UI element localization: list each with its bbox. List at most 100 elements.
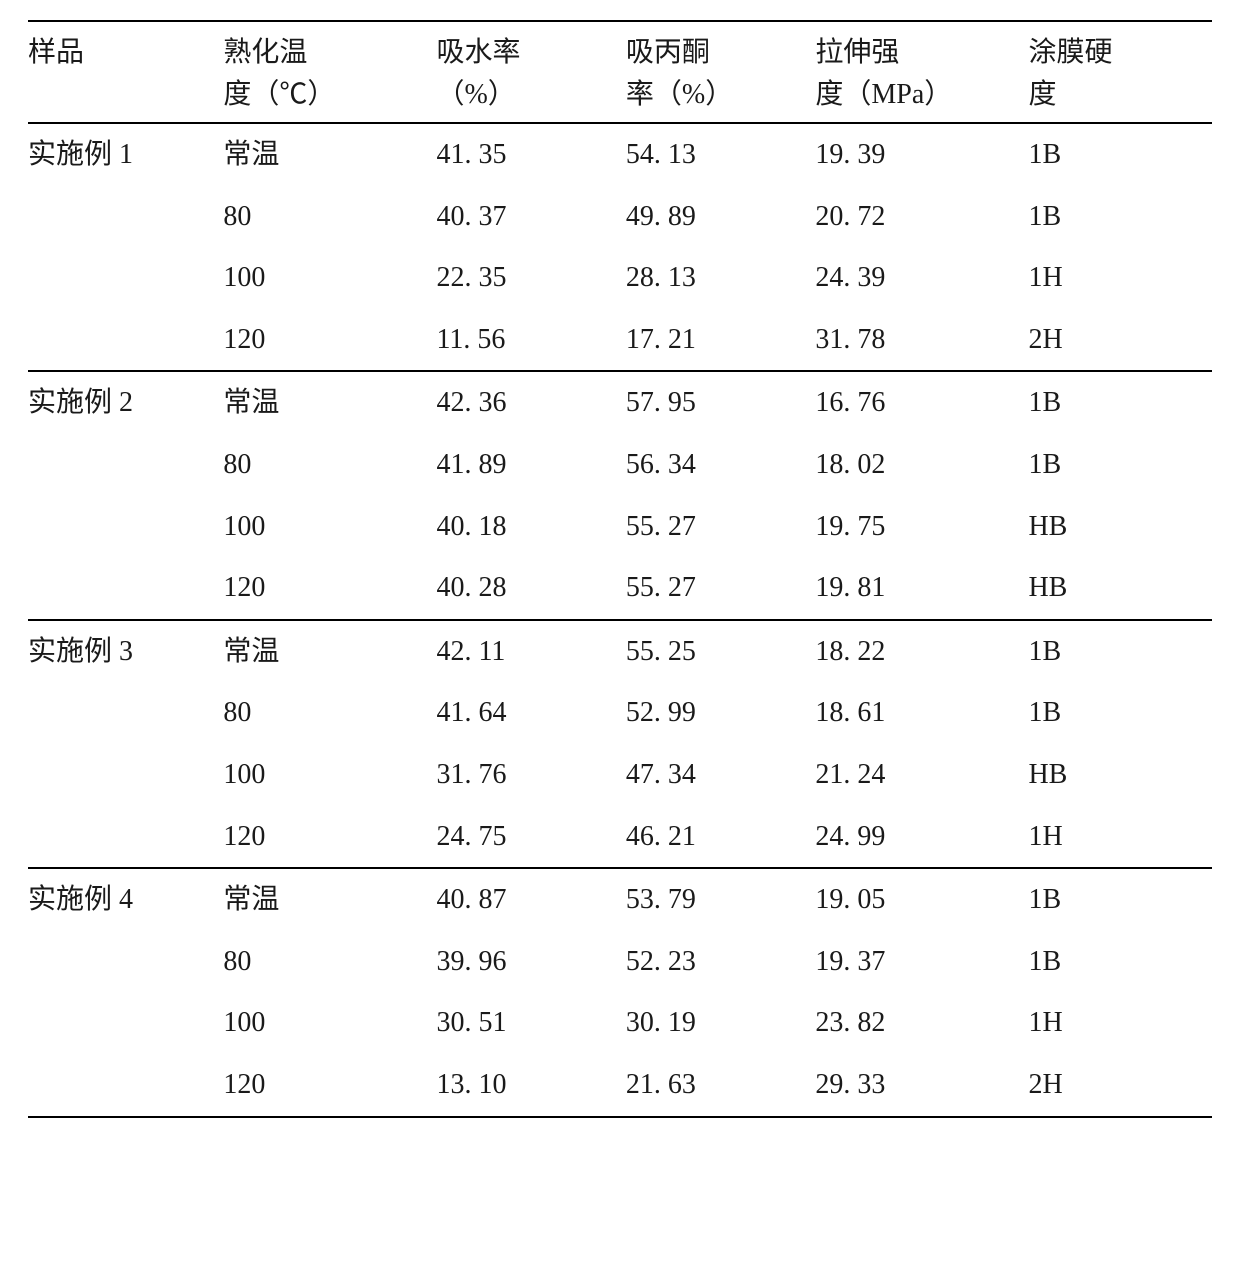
cell-temp: 120 (223, 309, 436, 372)
cell-hardness: 1B (1028, 931, 1212, 993)
cell-acetone: 17. 21 (626, 309, 815, 372)
cell-tensile: 23. 82 (815, 992, 1028, 1054)
cell-temp: 常温 (223, 123, 436, 186)
cell-water: 40. 87 (436, 868, 625, 931)
cell-tensile: 19. 81 (815, 557, 1028, 620)
cell-sample (28, 434, 223, 496)
table-row: 实施例 4常温40. 8753. 7919. 051B (28, 868, 1212, 931)
cell-acetone: 47. 34 (626, 744, 815, 806)
cell-water: 41. 89 (436, 434, 625, 496)
cell-temp: 100 (223, 496, 436, 558)
cell-tensile: 19. 75 (815, 496, 1028, 558)
cell-acetone: 21. 63 (626, 1054, 815, 1117)
cell-water: 41. 35 (436, 123, 625, 186)
cell-tensile: 29. 33 (815, 1054, 1028, 1117)
cell-water: 40. 37 (436, 186, 625, 248)
cell-sample: 实施例 1 (28, 123, 223, 186)
cell-water: 31. 76 (436, 744, 625, 806)
cell-acetone: 52. 99 (626, 682, 815, 744)
header-line: 度（MPa） (815, 79, 952, 110)
cell-temp: 80 (223, 434, 436, 496)
cell-sample (28, 931, 223, 993)
header-line: 度（℃） (223, 79, 335, 110)
cell-hardness: 1B (1028, 620, 1212, 683)
header-line: 样品 (28, 37, 84, 68)
table-row: 8040. 3749. 8920. 721B (28, 186, 1212, 248)
table-row: 实施例 3常温42. 1155. 2518. 221B (28, 620, 1212, 683)
cell-acetone: 55. 27 (626, 557, 815, 620)
cell-temp: 常温 (223, 868, 436, 931)
cell-sample (28, 682, 223, 744)
table-row: 8039. 9652. 2319. 371B (28, 931, 1212, 993)
cell-acetone: 54. 13 (626, 123, 815, 186)
table-row: 12040. 2855. 2719. 81HB (28, 557, 1212, 620)
cell-acetone: 55. 27 (626, 496, 815, 558)
table-row: 10022. 3528. 1324. 391H (28, 247, 1212, 309)
cell-sample (28, 806, 223, 869)
header-line: 熟化温 (223, 37, 307, 68)
header-line: 拉伸强 (815, 37, 899, 68)
cell-acetone: 56. 34 (626, 434, 815, 496)
cell-hardness: 1B (1028, 123, 1212, 186)
cell-water: 22. 35 (436, 247, 625, 309)
cell-hardness: HB (1028, 496, 1212, 558)
cell-tensile: 19. 39 (815, 123, 1028, 186)
table-row: 10031. 7647. 3421. 24HB (28, 744, 1212, 806)
cell-acetone: 28. 13 (626, 247, 815, 309)
cell-hardness: 1B (1028, 682, 1212, 744)
cell-sample (28, 496, 223, 558)
cell-sample (28, 992, 223, 1054)
table-row: 12024. 7546. 2124. 991H (28, 806, 1212, 869)
header-line: 涂膜硬 (1028, 37, 1112, 68)
cell-water: 42. 11 (436, 620, 625, 683)
cell-temp: 80 (223, 931, 436, 993)
table-row: 10030. 5130. 1923. 821H (28, 992, 1212, 1054)
cell-temp: 常温 (223, 371, 436, 434)
col-header-hardness: 涂膜硬 度 (1028, 21, 1212, 123)
cell-temp: 80 (223, 682, 436, 744)
table-row: 12011. 5617. 2131. 782H (28, 309, 1212, 372)
header-line: 度 (1028, 79, 1056, 110)
cell-acetone: 53. 79 (626, 868, 815, 931)
cell-temp: 80 (223, 186, 436, 248)
cell-tensile: 18. 22 (815, 620, 1028, 683)
cell-sample: 实施例 2 (28, 371, 223, 434)
cell-sample (28, 744, 223, 806)
table-row: 10040. 1855. 2719. 75HB (28, 496, 1212, 558)
cell-tensile: 18. 61 (815, 682, 1028, 744)
header-line: 吸丙酮 (626, 37, 710, 68)
col-header-acetone: 吸丙酮 率（%） (626, 21, 815, 123)
cell-water: 30. 51 (436, 992, 625, 1054)
cell-water: 41. 64 (436, 682, 625, 744)
cell-sample (28, 1054, 223, 1117)
cell-sample (28, 247, 223, 309)
table-row: 实施例 1常温41. 3554. 1319. 391B (28, 123, 1212, 186)
cell-acetone: 52. 23 (626, 931, 815, 993)
col-header-water: 吸水率 （%） (436, 21, 625, 123)
cell-tensile: 20. 72 (815, 186, 1028, 248)
cell-water: 39. 96 (436, 931, 625, 993)
table-row: 8041. 6452. 9918. 611B (28, 682, 1212, 744)
cell-tensile: 16. 76 (815, 371, 1028, 434)
cell-sample: 实施例 4 (28, 868, 223, 931)
cell-hardness: 2H (1028, 1054, 1212, 1117)
cell-tensile: 19. 37 (815, 931, 1028, 993)
cell-hardness: 1B (1028, 186, 1212, 248)
cell-tensile: 31. 78 (815, 309, 1028, 372)
cell-hardness: HB (1028, 557, 1212, 620)
cell-tensile: 24. 39 (815, 247, 1028, 309)
col-header-sample: 样品 (28, 21, 223, 123)
cell-hardness: HB (1028, 744, 1212, 806)
table-body: 实施例 1常温41. 3554. 1319. 391B8040. 3749. 8… (28, 123, 1212, 1117)
cell-tensile: 21. 24 (815, 744, 1028, 806)
header-line: 吸水率 (436, 37, 520, 68)
table-row: 实施例 2常温42. 3657. 9516. 761B (28, 371, 1212, 434)
header-line: 率（%） (626, 79, 733, 110)
cell-hardness: 1H (1028, 992, 1212, 1054)
cell-tensile: 24. 99 (815, 806, 1028, 869)
cell-sample (28, 557, 223, 620)
cell-temp: 常温 (223, 620, 436, 683)
cell-acetone: 46. 21 (626, 806, 815, 869)
table-row: 12013. 1021. 6329. 332H (28, 1054, 1212, 1117)
cell-temp: 120 (223, 806, 436, 869)
